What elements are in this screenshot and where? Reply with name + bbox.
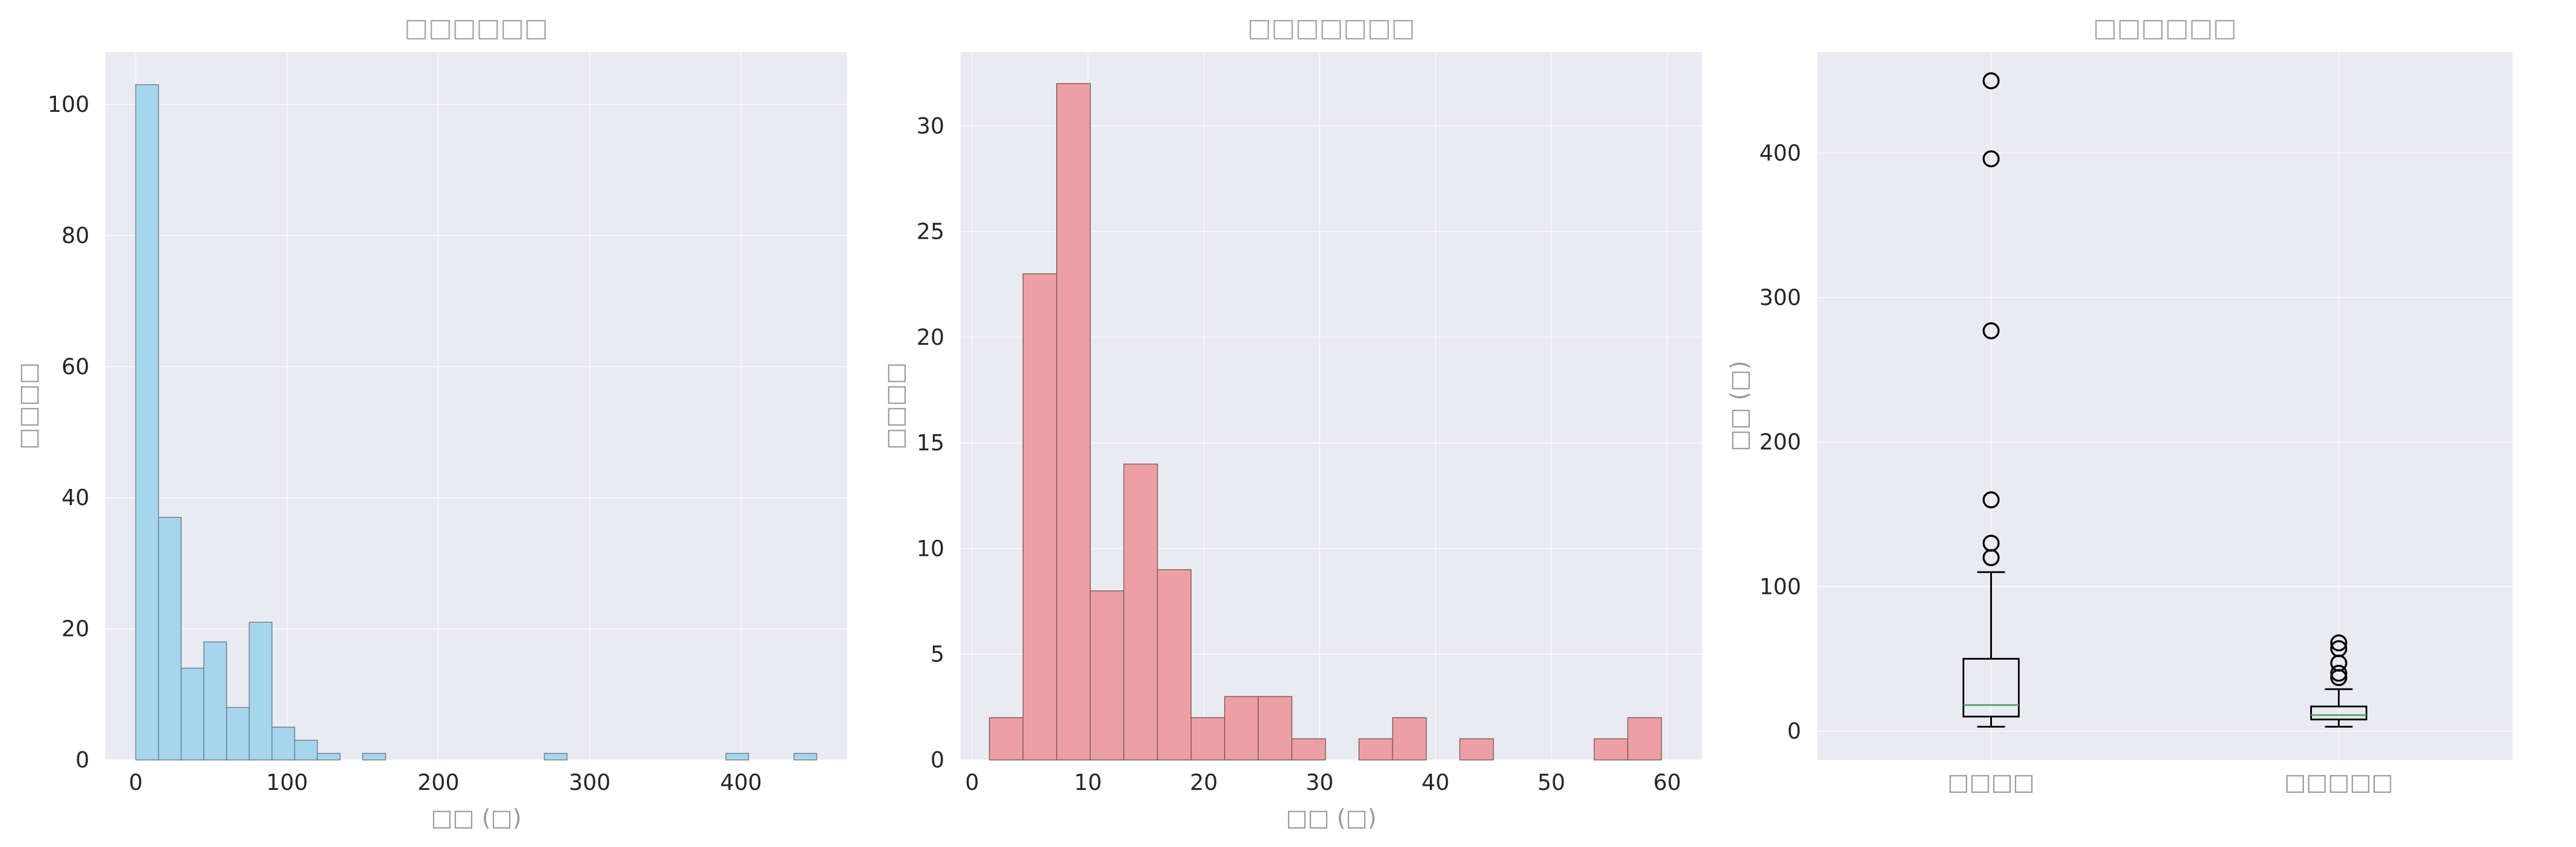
plot-area-1 — [106, 52, 847, 760]
x-axis-label-1: □□ (□) — [431, 805, 521, 831]
bars-1 — [135, 84, 818, 761]
y-axis-label-2: □□□□ — [882, 362, 909, 449]
x-tick-label: 400 — [720, 770, 762, 795]
outlier-point — [1982, 322, 2000, 340]
y-ticks-1: 0 20 40 60 80 100 — [47, 92, 89, 773]
histogram-bar — [1022, 273, 1057, 761]
histogram-bar — [180, 668, 205, 761]
x-tick-label: 0 — [965, 770, 979, 795]
y-tick-label: 100 — [47, 92, 89, 117]
histogram-bar — [1191, 717, 1225, 761]
histogram-bar — [271, 726, 295, 761]
histogram-bar — [294, 740, 318, 761]
y-tick-label: 0 — [1787, 718, 1801, 744]
histogram-bar — [1392, 717, 1427, 761]
outlier-point — [1982, 534, 2000, 552]
y-axis-label-1: □□□□ — [15, 362, 42, 449]
x-tick-label: 40 — [1422, 770, 1449, 795]
histogram-bar — [135, 84, 159, 761]
grid-1 — [106, 52, 847, 761]
histogram-bar — [544, 752, 568, 761]
x-tick-label: 0 — [129, 770, 142, 795]
x-tick-label: 100 — [266, 770, 308, 795]
x-axis-label-2: □□ (□) — [1286, 805, 1376, 831]
x-tick-label: 50 — [1538, 770, 1565, 795]
outlier-point — [1982, 150, 2000, 168]
outlier-point — [1982, 72, 2000, 89]
box-iqr — [2310, 705, 2367, 721]
bars-2 — [989, 83, 1662, 761]
y-ticks-2: 0 5 10 15 20 25 30 — [917, 113, 944, 773]
chart-title-3: □□□□□□ — [2093, 13, 2236, 43]
histogram-chart-2: 0 10 20 30 40 50 60 0 5 10 15 20 25 30 □□□□□□□ □□ (□… — [882, 13, 1702, 831]
y-tick-label: 5 — [931, 642, 944, 667]
y-tick-label: 60 — [62, 354, 89, 379]
histogram-bar — [226, 707, 250, 761]
x-tick-label: 300 — [569, 770, 611, 795]
chart-title-1: □□□□□□ — [404, 13, 548, 43]
y-tick-label: 0 — [76, 747, 89, 773]
histogram-bar — [1358, 738, 1394, 761]
y-tick-label: 20 — [917, 325, 944, 350]
histogram-bar — [1627, 717, 1662, 761]
x-tick-label: 200 — [417, 770, 460, 795]
x-category-label: □□□□□ — [2284, 769, 2393, 796]
histogram-bar — [1291, 738, 1326, 761]
outlier-point — [2330, 634, 2348, 652]
histogram-bar — [1257, 696, 1293, 761]
y-tick-label: 300 — [1759, 285, 1801, 310]
y-tick-label: 400 — [1759, 140, 1801, 165]
outlier-point — [2330, 640, 2348, 657]
chart-title-2: □□□□□□□ — [1247, 13, 1415, 43]
y-tick-label: 80 — [62, 223, 89, 248]
outlier-point — [1982, 491, 2000, 509]
histogram-bar — [725, 752, 750, 761]
box-1 — [1963, 72, 2020, 728]
y-tick-label: 100 — [1759, 574, 1801, 599]
histogram-chart-1: 0 100 200 300 400 0 20 40 60 80 100 □□□□□□ □□ (□)… — [15, 13, 847, 831]
x-ticks-2: 0 10 20 30 40 50 60 — [965, 770, 1681, 795]
y-tick-label: 15 — [917, 430, 944, 456]
histogram-bar — [248, 622, 273, 761]
x-ticks-3: □□□□ □□□□□ — [1948, 769, 2393, 796]
histogram-bar — [1123, 464, 1158, 761]
y-tick-label: 10 — [917, 536, 944, 561]
histogram-bar — [1056, 83, 1091, 761]
y-tick-label: 30 — [917, 113, 944, 138]
histogram-bar — [362, 752, 386, 761]
x-ticks-1: 0 100 200 300 400 — [129, 770, 762, 795]
y-tick-label: 40 — [62, 485, 89, 510]
histogram-bar — [989, 717, 1024, 761]
histogram-bar — [1224, 696, 1259, 761]
boxes-3 — [1963, 72, 2367, 728]
y-tick-label: 20 — [62, 616, 89, 642]
histogram-bar — [1459, 738, 1494, 761]
histogram-bar — [1157, 569, 1192, 761]
histogram-bar — [793, 752, 818, 761]
y-tick-label: 200 — [1759, 430, 1801, 455]
y-axis-label-3: □□ (□) — [1726, 360, 1753, 451]
x-tick-label: 20 — [1190, 770, 1218, 795]
histogram-bar — [158, 517, 182, 761]
y-ticks-3: 0 100 200 300 400 — [1759, 140, 1801, 743]
outlier-point — [2330, 664, 2348, 682]
box-iqr — [1963, 658, 2020, 718]
y-tick-label: 25 — [917, 219, 944, 244]
histogram-bar — [1090, 590, 1125, 761]
y-tick-label: 0 — [931, 747, 944, 773]
histogram-bar — [1594, 738, 1629, 761]
x-tick-label: 60 — [1654, 770, 1681, 795]
plot-area-3 — [1817, 52, 2513, 760]
histogram-bar — [317, 752, 341, 761]
x-tick-label: 30 — [1306, 770, 1334, 795]
x-category-label: □□□□ — [1948, 769, 2035, 796]
histogram-bar — [203, 641, 227, 761]
x-tick-label: 10 — [1074, 770, 1102, 795]
box-2 — [2310, 634, 2367, 728]
